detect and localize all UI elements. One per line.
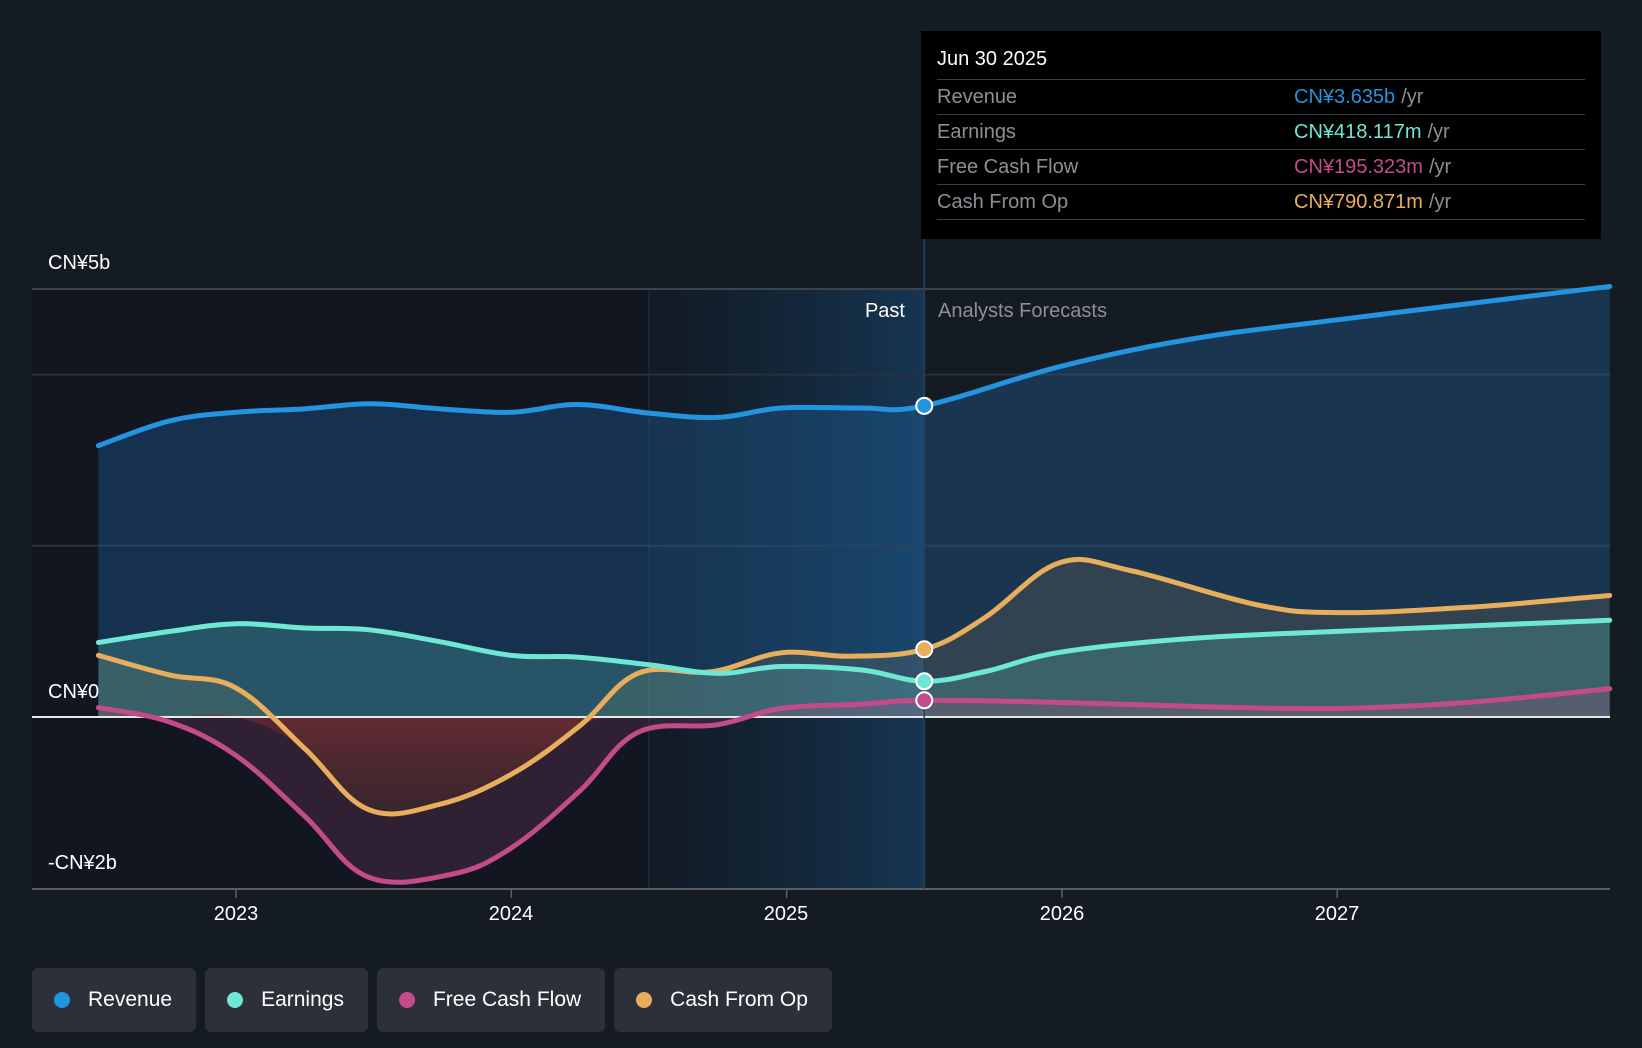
tooltip-value: CN¥3.635b	[1294, 86, 1396, 108]
line-cash-from-op	[95, 556, 1613, 817]
legend-item-earnings[interactable]: Earnings	[205, 968, 368, 1032]
legend-label: Cash From Op	[670, 988, 808, 1011]
tooltip-value: CN¥790.871m	[1294, 191, 1423, 213]
y-tick-label-zero: CN¥0	[48, 681, 100, 703]
legend-item-cash-from-op[interactable]: Cash From Op	[614, 968, 832, 1032]
tooltip-unit: /yr	[1428, 191, 1452, 213]
x-tick-label-2025: 2025	[763, 903, 809, 925]
tooltip-value: CN¥418.117m	[1294, 121, 1422, 143]
hover-dot-earnings	[915, 672, 934, 691]
y-tick-label-bottom: -CN¥2b	[48, 852, 117, 874]
x-tick-label-2027: 2027	[1314, 903, 1360, 925]
y-tick-label-top: CN¥5b	[48, 252, 111, 274]
chart-legend: Revenue Earnings Free Cash Flow Cash Fro…	[32, 968, 832, 1032]
past-highlight-region	[648, 289, 925, 889]
legend-dot-icon	[636, 992, 653, 1008]
legend-item-free-cash-flow[interactable]: Free Cash Flow	[376, 968, 606, 1032]
legend-dot-icon	[54, 992, 70, 1008]
tooltip-label: Cash From Op	[937, 191, 1069, 213]
line-earnings	[95, 617, 1613, 684]
line-free-cash-flow	[95, 686, 1613, 885]
tooltip-row-revenue: Revenue CN¥3.635b /yr	[937, 80, 1585, 115]
x-tick-label-2024: 2024	[488, 903, 534, 925]
tooltip-date: Jun 30 2025	[937, 45, 1585, 80]
legend-item-revenue[interactable]: Revenue	[32, 968, 197, 1032]
tooltip-value: CN¥195.323m	[1294, 156, 1423, 178]
tooltip-row-cash-from-op: Cash From Op CN¥790.871m /yr	[937, 185, 1585, 220]
legend-label: Revenue	[88, 988, 173, 1011]
area-revenue	[98, 286, 1610, 717]
tooltip-row-free-cash-flow: Free Cash Flow CN¥195.323m /yr	[937, 150, 1585, 185]
tooltip-label: Free Cash Flow	[937, 156, 1079, 178]
legend-label: Earnings	[261, 988, 344, 1011]
hover-dot-cash-from-op	[915, 640, 934, 659]
negative-cashflow-area	[98, 714, 1610, 814]
hover-tooltip: Jun 30 2025 Revenue CN¥3.635b /yr Earnin…	[921, 31, 1601, 239]
tooltip-unit: /yr	[1428, 156, 1452, 178]
line-revenue	[95, 283, 1613, 449]
tooltip-row-earnings: Earnings CN¥418.117m /yr	[937, 115, 1585, 150]
hover-dot-free-cash-flow	[915, 691, 934, 710]
tooltip-label: Revenue	[937, 86, 1018, 108]
tooltip-label: Earnings	[937, 121, 1016, 143]
past-region-label: Past	[864, 300, 905, 322]
tooltip-unit: /yr	[1401, 86, 1424, 108]
x-tick-label-2023: 2023	[213, 903, 259, 925]
forecast-region-label: Analysts Forecasts	[938, 300, 1107, 322]
legend-label: Free Cash Flow	[432, 988, 582, 1011]
legend-dot-icon	[398, 992, 415, 1008]
legend-dot-icon	[227, 992, 244, 1008]
area-earnings	[98, 620, 1610, 717]
hover-dot-revenue	[915, 396, 934, 415]
tooltip-unit: /yr	[1427, 121, 1450, 143]
x-tick-label-2026: 2026	[1039, 903, 1085, 925]
